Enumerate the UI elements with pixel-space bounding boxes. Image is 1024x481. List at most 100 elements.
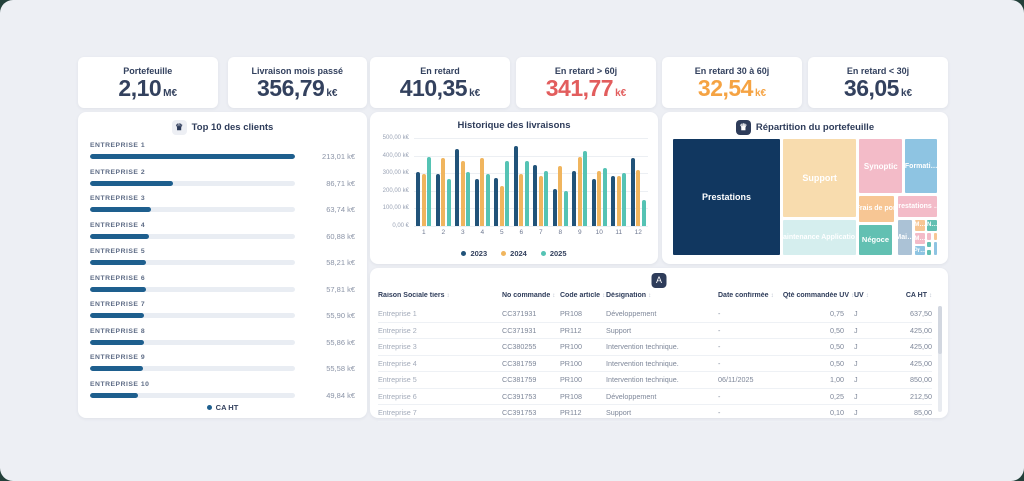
x-axis-label: 1 (421, 229, 426, 236)
cell: Intervention technique. (606, 375, 679, 385)
column-header-7[interactable]: UV ↕ (854, 292, 876, 299)
sort-icon: ↕ (648, 292, 652, 299)
cell: CC380255 (502, 342, 537, 352)
month-group[interactable]: 8 (551, 138, 571, 238)
cell: 0,25 (830, 391, 844, 401)
month-group[interactable]: 11 (609, 138, 629, 238)
gridline (414, 208, 648, 210)
month-group[interactable]: 1 (414, 138, 434, 238)
column-header-2[interactable]: No commande ↕ (502, 292, 560, 299)
treemap-node[interactable]: Synoptic (858, 138, 904, 195)
bar-track (90, 207, 295, 212)
cell: CC381759 (502, 375, 537, 385)
client-row[interactable]: ENTREPRISE 1 213,01 k€ (90, 142, 355, 161)
client-row[interactable]: ENTREPRISE 7 55,90 k€ (90, 301, 355, 320)
legend-item-2024[interactable]: 2024 (501, 249, 527, 258)
treemap-node[interactable]: Prestations … (896, 194, 938, 219)
cell: J (854, 309, 858, 319)
treemap-node[interactable]: Support (782, 138, 858, 219)
treemap-node[interactable]: Maintenance Applicatio… (782, 218, 858, 256)
month-bars (590, 138, 610, 226)
kpi-value: 341,77 k€ (546, 76, 627, 100)
column-label: Raison Sociale tiers (378, 292, 445, 299)
bar-2025 (544, 171, 549, 226)
treemap-node[interactable]: Négoce (858, 223, 893, 256)
client-name: ENTREPRISE 7 (90, 301, 146, 308)
client-row[interactable]: ENTREPRISE 8 55,86 k€ (90, 328, 355, 347)
x-axis-label: 12 (634, 229, 642, 236)
legend-item-2023[interactable]: 2023 (461, 249, 487, 258)
treemap-node[interactable] (932, 241, 938, 256)
client-bar-line: 55,58 k€ (90, 364, 355, 373)
bar-fill (90, 286, 146, 292)
treemap-node[interactable]: Pr… (914, 245, 926, 256)
cell: 1,00 (830, 375, 844, 385)
treemap-node[interactable]: Mai… (896, 218, 913, 256)
client-row[interactable]: ENTREPRISE 3 63,74 k€ (90, 195, 355, 214)
kpi-number: 410,35 (399, 74, 468, 101)
table-scrollbar[interactable] (938, 306, 942, 412)
client-value: 58,21 k€ (326, 258, 355, 267)
cell: - (718, 342, 721, 352)
kpi-value: 36,05 k€ (844, 76, 912, 100)
cell: J (854, 325, 858, 335)
cell: Entreprise 6 (378, 391, 417, 401)
cell: Entreprise 1 (378, 309, 417, 319)
column-header-1[interactable]: Raison Sociale tiers ↕ (378, 292, 502, 299)
client-row[interactable]: ENTREPRISE 9 55,58 k€ (90, 354, 355, 373)
legend-item-2025[interactable]: 2025 (540, 249, 567, 258)
client-row[interactable]: ENTREPRISE 10 49,84 k€ (90, 381, 355, 400)
month-group[interactable]: 7 (531, 138, 551, 238)
table-row[interactable]: Entreprise 7 CC391753 PR112 Support - 0,10 J 85… (378, 405, 932, 422)
portfolio-title-label: Répartition du portefeuille (755, 122, 875, 133)
month-group[interactable]: 12 (629, 138, 649, 238)
month-group[interactable]: 2 (434, 138, 454, 238)
cell: 425,00 (910, 342, 932, 352)
table-row[interactable]: Entreprise 3 CC380255 PR100 Intervention te… (378, 339, 932, 356)
treemap-node[interactable]: M… (914, 218, 926, 232)
treemap-node[interactable] (926, 241, 933, 249)
column-header-4[interactable]: Désignation ↕ (606, 292, 718, 299)
month-group[interactable]: 10 (590, 138, 610, 238)
column-header-8[interactable]: CA HT ↕ (876, 292, 932, 299)
table-row[interactable]: Entreprise 5 CC381759 PR100 Intervention te… (378, 372, 932, 389)
cell: J (854, 342, 858, 352)
treemap-node[interactable]: Formati… (904, 138, 938, 195)
month-group[interactable]: 3 (453, 138, 473, 238)
column-header-5[interactable]: Date confirmée ↕ (718, 292, 780, 299)
client-bar-line: 213,01 k€ (90, 152, 355, 161)
scrollbar-thumb[interactable] (938, 306, 942, 354)
month-group[interactable]: 5 (492, 138, 512, 238)
x-axis-label: 7 (538, 229, 543, 236)
treemap-node[interactable]: Prestations (672, 138, 782, 256)
table-row[interactable]: Entreprise 4 CC381759 PR100 Intervention te… (378, 356, 932, 372)
cell: - (718, 309, 721, 319)
kpi-unit: k€ (615, 87, 627, 99)
client-row[interactable]: ENTREPRISE 4 60,88 k€ (90, 222, 355, 241)
treemap-node[interactable]: Frais de port (858, 194, 896, 223)
treemap-node[interactable] (926, 248, 933, 256)
kpi-card-portefeuille: Portefeuille 2,10 M€ (78, 57, 218, 108)
client-bar-line: 55,86 k€ (90, 338, 355, 347)
bar-2023 (533, 164, 538, 226)
month-group[interactable]: 6 (512, 138, 532, 238)
column-header-3[interactable]: Code article ↕ (560, 292, 606, 299)
treemap-node[interactable] (932, 232, 938, 241)
cell: J (854, 408, 858, 418)
table-row[interactable]: Entreprise 6 CC391753 PR108 Développement - 0… (378, 389, 932, 405)
client-row[interactable]: ENTREPRISE 2 86,71 k€ (90, 169, 355, 188)
month-group[interactable]: 9 (570, 138, 590, 238)
treemap-node[interactable]: N… (926, 218, 938, 232)
client-name: ENTREPRISE 6 (90, 274, 146, 282)
treemap-node[interactable] (926, 232, 933, 241)
legend-item-ca-ht[interactable]: CA HT (206, 403, 238, 412)
month-bars (414, 138, 434, 226)
table-row[interactable]: Entreprise 1 CC371931 PR108 Développement - 0… (378, 306, 932, 323)
month-group[interactable]: 4 (473, 138, 493, 238)
table-row[interactable]: Entreprise 2 CC371931 PR112 Support - 0,50 J 42… (378, 323, 932, 339)
column-header-6[interactable]: Qté commandée UV ↕ (780, 292, 854, 299)
kpi-unit: k€ (469, 87, 481, 99)
treemap-node[interactable]: M… (914, 232, 926, 245)
client-row[interactable]: ENTREPRISE 5 58,21 k€ (90, 248, 355, 267)
client-row[interactable]: ENTREPRISE 6 57,81 k€ (90, 275, 355, 294)
